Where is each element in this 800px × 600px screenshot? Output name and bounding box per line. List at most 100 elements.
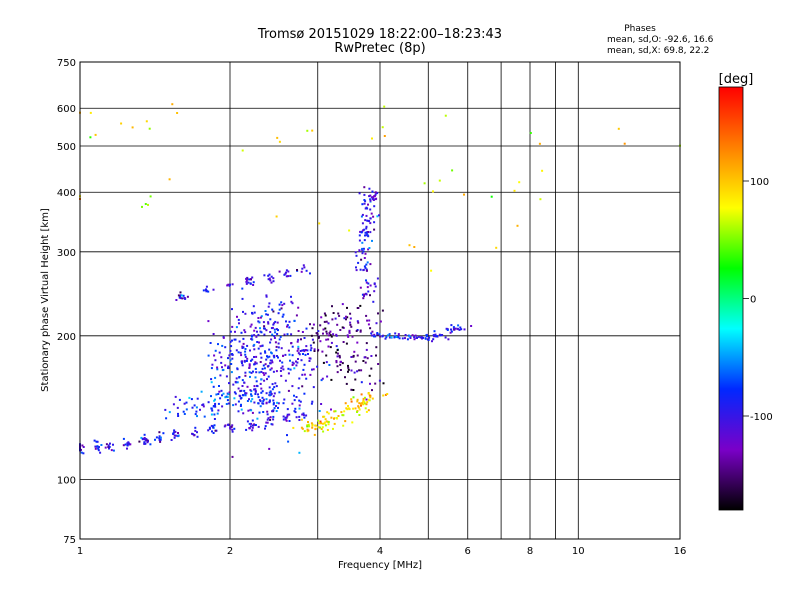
data-point bbox=[364, 252, 367, 255]
data-point bbox=[221, 405, 224, 408]
data-point bbox=[231, 357, 234, 360]
data-point bbox=[293, 394, 295, 397]
data-point bbox=[271, 410, 274, 413]
data-point bbox=[270, 367, 273, 370]
data-point bbox=[194, 413, 197, 416]
data-point bbox=[236, 368, 239, 371]
data-point bbox=[231, 430, 234, 433]
data-point bbox=[301, 385, 304, 388]
data-point bbox=[270, 327, 273, 330]
data-point bbox=[361, 247, 364, 250]
data-point bbox=[329, 346, 332, 349]
data-point bbox=[276, 401, 279, 404]
data-point bbox=[259, 382, 262, 385]
data-point bbox=[270, 359, 273, 362]
data-point bbox=[253, 334, 256, 337]
data-point bbox=[267, 321, 270, 324]
colorbar-tick-label: -100 bbox=[750, 412, 773, 423]
data-point bbox=[367, 231, 369, 233]
data-point bbox=[321, 377, 324, 380]
data-point bbox=[317, 336, 320, 338]
data-point bbox=[260, 387, 263, 390]
data-point bbox=[424, 337, 427, 340]
data-point bbox=[144, 203, 147, 205]
data-point bbox=[275, 410, 278, 412]
data-point bbox=[352, 355, 355, 358]
data-point bbox=[271, 388, 274, 391]
data-point bbox=[376, 215, 379, 218]
data-point bbox=[349, 323, 352, 326]
data-point bbox=[231, 428, 234, 431]
data-point bbox=[381, 309, 384, 312]
data-point bbox=[257, 396, 260, 399]
data-point bbox=[329, 334, 332, 337]
data-point bbox=[229, 340, 232, 343]
data-point bbox=[364, 234, 367, 237]
data-point bbox=[300, 359, 303, 362]
data-point bbox=[228, 354, 231, 357]
data-point bbox=[433, 330, 436, 333]
data-point bbox=[345, 342, 348, 345]
data-point bbox=[257, 347, 260, 350]
data-point bbox=[177, 294, 180, 297]
data-point bbox=[311, 426, 314, 429]
data-point bbox=[311, 327, 314, 330]
data-point bbox=[249, 375, 251, 378]
data-point bbox=[316, 365, 319, 368]
data-point bbox=[415, 336, 418, 339]
data-point bbox=[107, 446, 110, 448]
data-point bbox=[264, 372, 267, 375]
data-point bbox=[327, 322, 330, 325]
data-point bbox=[356, 307, 359, 309]
data-point bbox=[277, 346, 280, 349]
data-point bbox=[211, 425, 214, 428]
data-point bbox=[246, 420, 249, 423]
data-point bbox=[453, 328, 456, 331]
data-point bbox=[283, 333, 286, 336]
data-point bbox=[195, 410, 198, 413]
data-point bbox=[245, 392, 248, 395]
data-point bbox=[365, 398, 368, 401]
data-point bbox=[423, 182, 426, 185]
data-point bbox=[82, 452, 85, 455]
data-point bbox=[364, 200, 367, 203]
data-point bbox=[188, 396, 191, 399]
data-point bbox=[254, 389, 257, 392]
data-point bbox=[325, 332, 328, 335]
data-point bbox=[251, 429, 254, 432]
data-point bbox=[162, 432, 165, 435]
data-point bbox=[301, 427, 304, 430]
data-point bbox=[266, 418, 269, 421]
data-point bbox=[213, 354, 216, 357]
data-point bbox=[328, 334, 330, 337]
data-point bbox=[298, 399, 301, 402]
data-point bbox=[242, 346, 245, 349]
data-point bbox=[94, 133, 97, 136]
data-point bbox=[270, 392, 273, 395]
data-point bbox=[278, 308, 281, 311]
data-point bbox=[330, 335, 333, 338]
data-point bbox=[108, 445, 111, 448]
data-point bbox=[309, 349, 312, 352]
data-point bbox=[269, 418, 272, 421]
data-point bbox=[268, 355, 271, 358]
data-point bbox=[210, 407, 213, 410]
data-point bbox=[269, 416, 272, 419]
data-point bbox=[366, 261, 369, 264]
data-point bbox=[246, 344, 249, 347]
data-point bbox=[351, 421, 354, 424]
data-point bbox=[269, 391, 272, 394]
plot-frame bbox=[79, 61, 681, 540]
data-point bbox=[280, 307, 283, 310]
data-point bbox=[233, 427, 236, 430]
data-point bbox=[373, 290, 376, 293]
data-point bbox=[433, 335, 436, 338]
data-point bbox=[159, 436, 162, 439]
data-point bbox=[158, 437, 161, 440]
data-point bbox=[253, 388, 256, 391]
data-point bbox=[248, 364, 251, 367]
data-point bbox=[329, 330, 332, 333]
data-point bbox=[265, 295, 268, 298]
data-point bbox=[359, 304, 362, 307]
data-point bbox=[417, 335, 420, 338]
